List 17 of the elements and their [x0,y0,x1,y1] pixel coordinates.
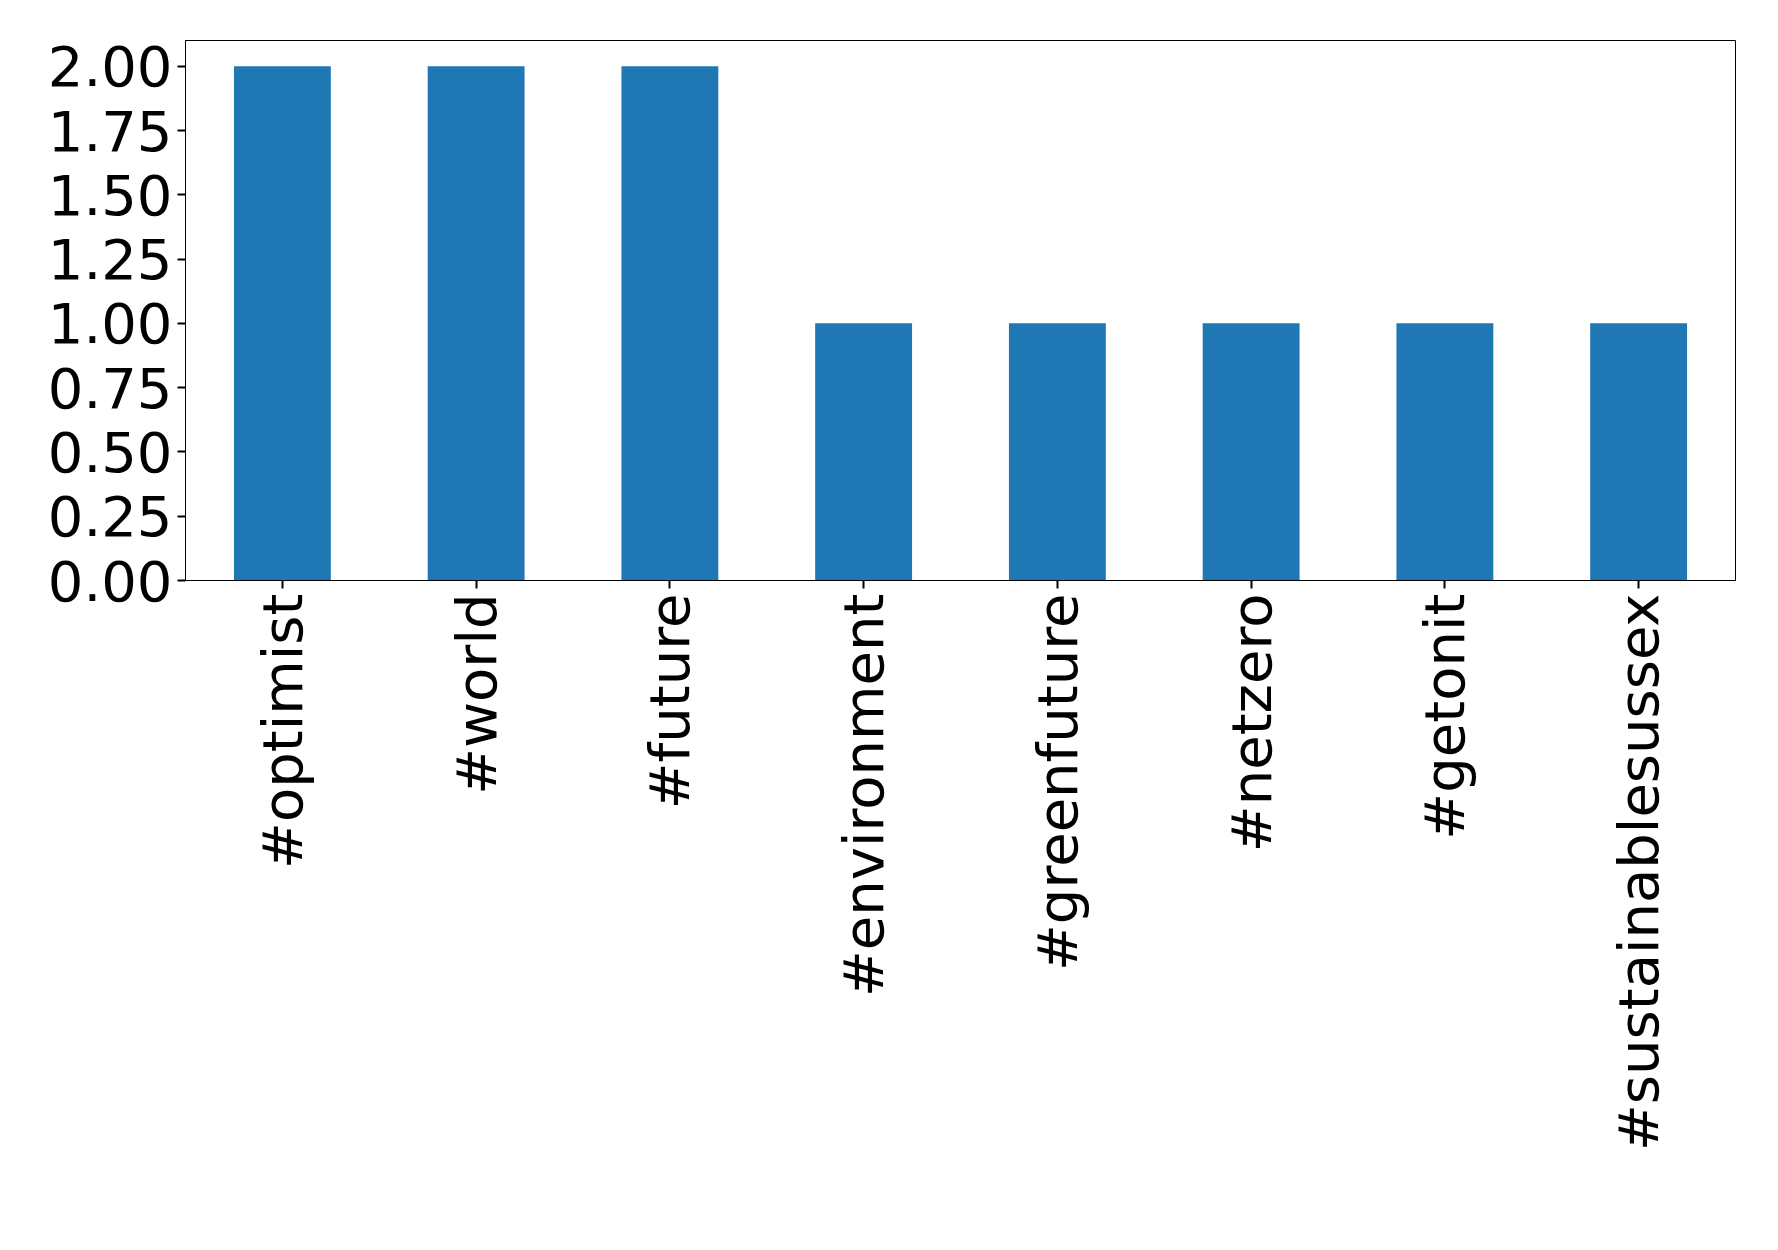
y-tick-label: 0.75 [47,355,173,421]
y-tick-label: 2.00 [47,34,173,100]
y-tick-label: 0.00 [47,548,173,614]
x-tick-label: #world [443,593,509,795]
x-tick-label: #getonit [1412,593,1478,840]
x-tick-label: #optimist [249,593,315,869]
x-tick-label: #netzero [1218,593,1284,853]
y-tick-label: 1.25 [47,227,173,293]
x-tick-label: #greenfuture [1024,593,1090,972]
y-tick-label: 0.25 [47,484,173,550]
y-tick-label: 1.00 [47,291,173,357]
y-tick-label: 1.75 [47,98,173,164]
y-tick-label: 1.50 [47,162,173,228]
x-tick-label: #environment [831,593,897,998]
y-tick-label: 0.50 [47,419,173,485]
x-tick-label: #sustainablesussex [1606,593,1672,1152]
x-tick-label: #future [637,593,703,810]
